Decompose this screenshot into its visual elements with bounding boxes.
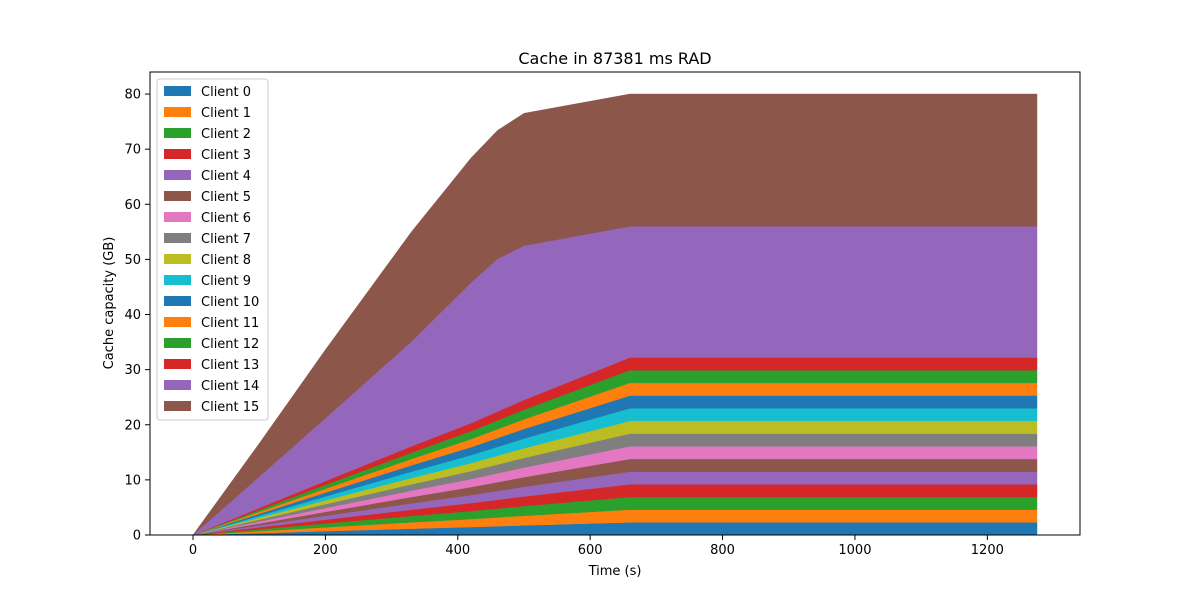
x-axis-label: Time (s) <box>588 564 642 579</box>
x-axis: 0 200 400 600 800 1000 1200 <box>189 535 1004 558</box>
legend-label: Client 5 <box>201 190 251 205</box>
legend-label: Client 13 <box>201 358 259 373</box>
area-layers <box>192 93 1038 536</box>
legend-label: Client 2 <box>201 127 251 142</box>
legend-label: Client 7 <box>201 232 251 247</box>
legend-label: Client 3 <box>201 148 251 163</box>
legend-swatch <box>164 233 191 243</box>
legend: Client 0 Client 1 Client 2 Client 3 Client 4… <box>156 78 269 421</box>
x-tick-label: 1200 <box>971 543 1004 558</box>
y-tick-label: 30 <box>124 363 141 378</box>
legend-swatch <box>164 149 191 159</box>
chart-title: Cache in 87381 ms RAD <box>518 49 711 68</box>
legend-label: Client 6 <box>201 211 251 226</box>
y-tick-label: 0 <box>133 529 141 544</box>
legend-label: Client 12 <box>201 337 259 352</box>
plot-frame <box>149 71 1081 536</box>
legend-label: Client 1 <box>201 106 251 121</box>
y-axis: 0 10 20 30 40 50 60 70 80 <box>124 88 150 544</box>
legend-swatch <box>164 380 191 390</box>
legend-label: Client 9 <box>201 274 251 289</box>
legend-swatch <box>164 317 191 327</box>
x-tick-label: 800 <box>710 543 735 558</box>
legend-swatch <box>164 338 191 348</box>
legend-swatch <box>164 107 191 117</box>
x-tick-label: 1000 <box>838 543 871 558</box>
x-tick-label: 0 <box>189 543 197 558</box>
legend-swatch <box>164 275 191 285</box>
legend-swatch <box>164 212 191 222</box>
legend-swatch <box>164 170 191 180</box>
legend-label: Client 10 <box>201 295 259 310</box>
legend-label: Client 11 <box>201 316 259 331</box>
legend-swatch <box>164 191 191 201</box>
legend-swatch <box>164 128 191 138</box>
legend-label: Client 15 <box>201 400 259 415</box>
legend-swatch <box>164 86 191 96</box>
legend-swatch <box>164 254 191 264</box>
y-tick-label: 10 <box>124 473 141 488</box>
legend-swatch <box>164 359 191 369</box>
area-series-15 <box>192 93 1038 536</box>
legend-label: Client 0 <box>201 85 251 100</box>
legend-label: Client 8 <box>201 253 251 268</box>
y-axis-label: Cache capacity (GB) <box>102 237 117 370</box>
x-tick-label: 600 <box>578 543 603 558</box>
y-tick-label: 80 <box>124 88 141 103</box>
y-tick-label: 40 <box>124 308 141 323</box>
y-tick-label: 50 <box>124 253 141 268</box>
legend-box <box>156 78 269 421</box>
legend-label: Client 14 <box>201 379 259 394</box>
x-tick-label: 400 <box>445 543 470 558</box>
x-tick-label: 200 <box>313 543 338 558</box>
y-tick-label: 70 <box>124 143 141 158</box>
legend-swatch <box>164 401 191 411</box>
y-tick-label: 20 <box>124 418 141 433</box>
legend-swatch <box>164 296 191 306</box>
y-tick-label: 60 <box>124 198 141 213</box>
legend-label: Client 4 <box>201 169 251 184</box>
